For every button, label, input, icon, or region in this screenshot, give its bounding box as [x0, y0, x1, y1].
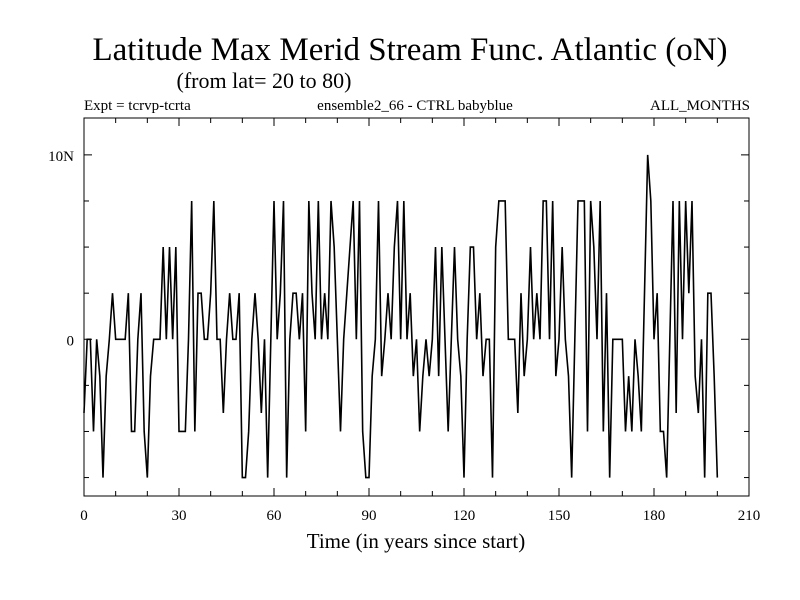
months-label: ALL_MONTHS [650, 98, 750, 114]
x-tick-label: 0 [80, 508, 88, 524]
experiment-label: Expt = tcrvp-tcrta [84, 98, 191, 114]
x-tick-label: 90 [362, 508, 377, 524]
series-layer [83, 154, 719, 479]
chart-title: Latitude Max Merid Stream Func. Atlantic… [92, 32, 727, 68]
x-tick-label: 60 [267, 508, 282, 524]
chart-subtitle: (from lat= 20 to 80) [177, 68, 352, 93]
x-tick-label: 150 [548, 508, 571, 524]
ensemble-label: ensemble2_66 - CTRL babyblue [317, 98, 513, 114]
x-axis-ticks [115, 118, 718, 496]
x-tick-label: 180 [643, 508, 666, 524]
x-axis-label: Time (in years since start) [307, 529, 526, 553]
y-axis-ticks [84, 154, 749, 479]
y-axis-tick-labels: 0 10N [48, 149, 74, 349]
x-tick-label: 120 [453, 508, 476, 524]
x-axis-tick-labels: 0 30 60 90 120 150 180 210 [80, 508, 760, 524]
x-tick-label: 30 [172, 508, 187, 524]
y-tick-label: 0 [67, 333, 75, 349]
x-tick-label: 210 [738, 508, 761, 524]
y-tick-label: 10N [48, 149, 74, 165]
plot-frame [83, 117, 750, 497]
series-line [83, 154, 719, 479]
